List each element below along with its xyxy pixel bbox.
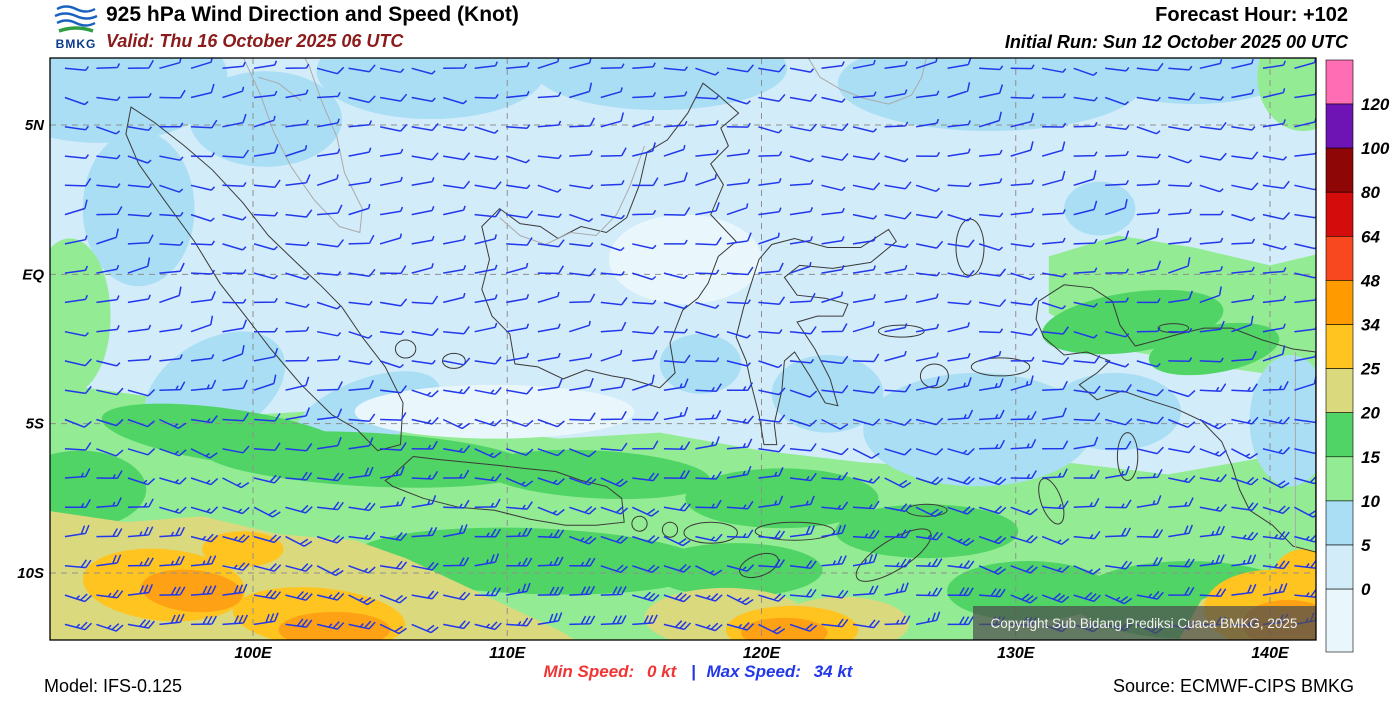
legend-cell — [1325, 324, 1354, 369]
legend-tick-label: 25 — [1360, 360, 1380, 379]
valid-time: Valid: Thu 16 October 2025 06 UTC — [106, 31, 404, 51]
wind-barbs — [64, 58, 1316, 635]
legend-tick-label: 80 — [1361, 183, 1380, 202]
legend-tick-label: 15 — [1361, 448, 1380, 467]
legend-tick-label: 100 — [1361, 139, 1390, 158]
coastlines — [125, 82, 1316, 582]
legend-tick-label: 20 — [1360, 404, 1380, 423]
lat-label: 10S — [17, 565, 44, 582]
legend-tick-label: 64 — [1361, 227, 1380, 246]
legend-cell — [1325, 59, 1354, 105]
legend-tick-label: 34 — [1361, 316, 1380, 335]
copyright-strip: Copyright Sub Bidang Prediksi Cuaca BMKG… — [973, 606, 1316, 640]
min-speed-value: 0 kt — [646, 662, 677, 681]
bmkg-logo-icon — [54, 5, 98, 33]
legend-cell — [1325, 500, 1354, 546]
legend-tick-label: 5 — [1361, 536, 1371, 555]
legend-cell — [1325, 368, 1354, 414]
lon-label: 140E — [1251, 645, 1290, 662]
lat-label: EQ — [22, 266, 44, 283]
legend-tick-label: 48 — [1360, 271, 1380, 290]
legend-cell — [1325, 456, 1354, 502]
max-speed-value: 34 kt — [813, 662, 853, 681]
legend-cell — [1325, 147, 1354, 193]
max-speed-label: Max Speed: — [706, 662, 801, 681]
map-border — [49, 57, 1317, 641]
lon-label: 100E — [234, 645, 273, 662]
legend-tick-label: 0 — [1361, 580, 1371, 599]
legend-cell — [1325, 412, 1354, 458]
speed-summary: Min Speed: 0 kt | Max Speed: 34 kt — [0, 662, 1400, 682]
forecast-hour: Forecast Hour: +102 — [1155, 4, 1348, 26]
legend-cell — [1325, 544, 1354, 590]
source-label: Source: ECMWF-CIPS BMKG — [1112, 676, 1354, 696]
model-label: Model: IFS-0.125 — [44, 676, 183, 696]
bmkg-logo-text: BMKG — [55, 37, 97, 51]
foreign-boundaries — [243, 58, 1296, 550]
min-speed-label: Min Speed: — [543, 662, 635, 681]
initial-run: Initial Run: Sun 12 October 2025 00 UTC — [1004, 32, 1348, 52]
legend-tick-label: 120 — [1361, 95, 1390, 114]
legend-cell — [1325, 588, 1354, 653]
legend-tick-label: 10 — [1361, 492, 1380, 511]
legend-cell — [1325, 191, 1354, 237]
legend-cell — [1325, 280, 1354, 325]
lat-label: 5S — [26, 416, 44, 433]
page-title: 925 hPa Wind Direction and Speed (Knot) — [106, 3, 519, 26]
legend-cell — [1325, 236, 1354, 281]
bmkg-logo: BMKG — [48, 2, 104, 50]
copyright-text: Copyright Sub Bidang Prediksi Cuaca BMKG… — [991, 616, 1298, 631]
map-plot-area: Copyright Sub Bidang Prediksi Cuaca BMKG… — [50, 58, 1316, 640]
lon-label: 110E — [489, 645, 527, 662]
lat-label: 5N — [25, 117, 45, 134]
lon-label: 120E — [743, 645, 782, 662]
lon-label: 130E — [997, 645, 1036, 662]
speed-separator: | — [690, 662, 696, 681]
legend-cell — [1325, 103, 1354, 149]
